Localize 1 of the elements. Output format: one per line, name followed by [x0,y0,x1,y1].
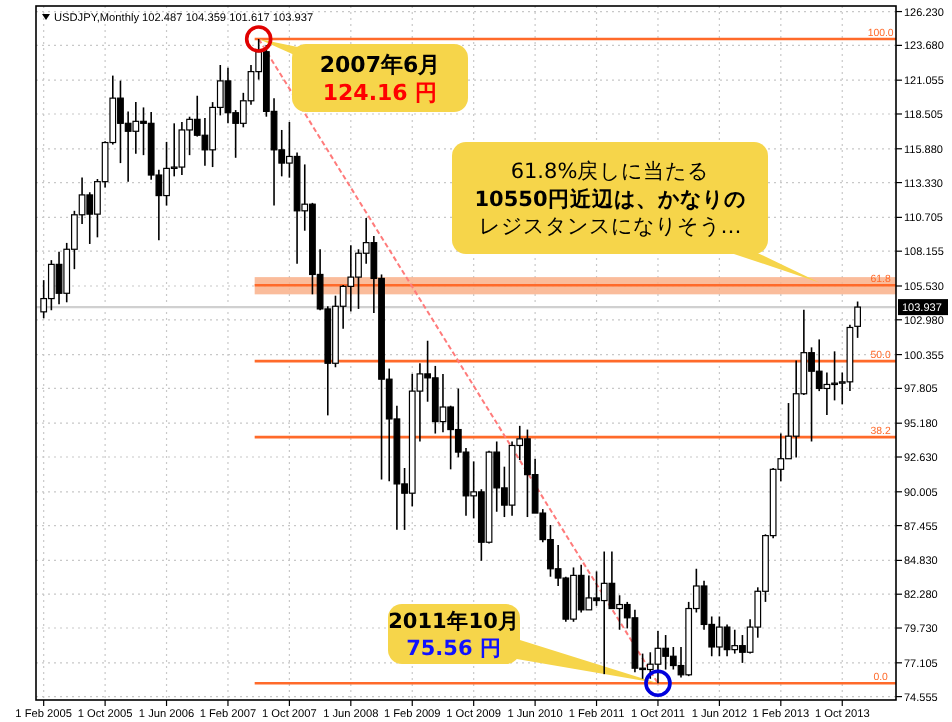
annotation: 2007年6月 124.16 円 [319,51,441,107]
